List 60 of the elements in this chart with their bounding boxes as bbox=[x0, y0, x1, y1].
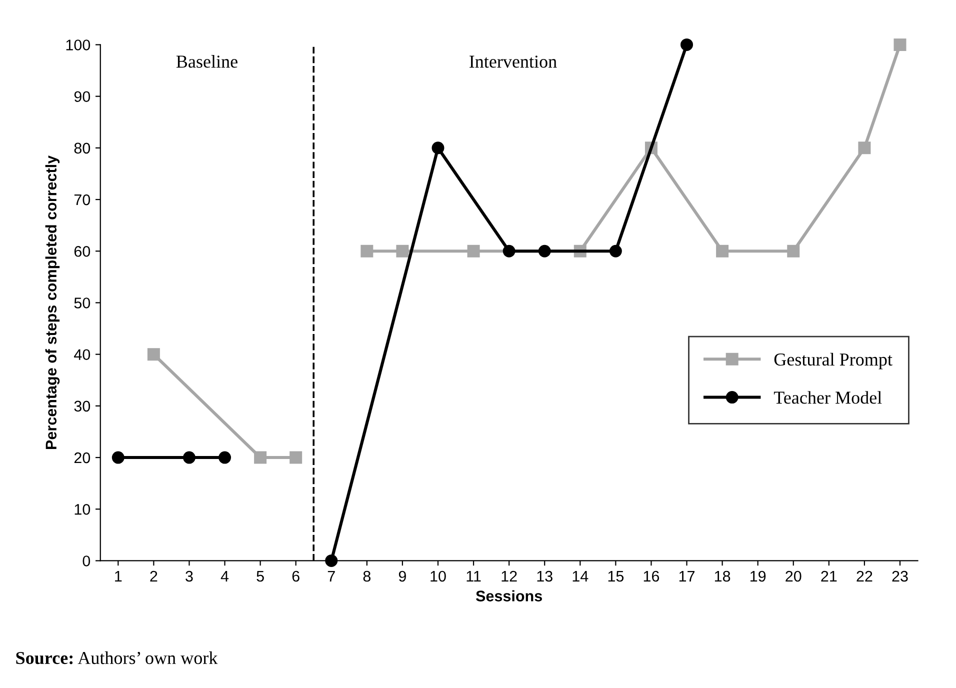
y-tick-label: 20 bbox=[74, 452, 90, 464]
x-tick-label: 21 bbox=[821, 570, 837, 582]
y-tick-label: 10 bbox=[74, 504, 90, 515]
legend-label: Gestural Prompt bbox=[774, 352, 892, 370]
point bbox=[502, 244, 516, 258]
point bbox=[325, 554, 338, 567]
x-tick-label: 23 bbox=[892, 570, 908, 582]
point bbox=[290, 451, 302, 464]
legend-label: Teacher Model bbox=[774, 391, 882, 404]
x-tick-label: 11 bbox=[466, 571, 481, 582]
x-tick-label: 13 bbox=[537, 570, 552, 582]
x-tick-label: 8 bbox=[363, 570, 370, 582]
y-tick-label: 50 bbox=[74, 298, 90, 308]
point bbox=[716, 244, 729, 258]
y-tick-label: 70 bbox=[74, 194, 90, 206]
point bbox=[147, 348, 160, 361]
annotation: Baseline bbox=[176, 55, 238, 68]
point bbox=[218, 451, 232, 464]
x-axis-title: Sessions bbox=[476, 590, 542, 602]
x-tick-label: 3 bbox=[186, 570, 193, 582]
point bbox=[112, 451, 124, 464]
x-tick-label: 5 bbox=[256, 571, 264, 582]
x-tick-label: 20 bbox=[786, 570, 802, 582]
x-tick-label: 17 bbox=[679, 571, 694, 582]
y-tick-label: 90 bbox=[74, 91, 90, 102]
x-tick-label: 18 bbox=[714, 570, 730, 582]
point bbox=[894, 38, 906, 51]
x-tick-label: 6 bbox=[292, 570, 300, 582]
x-tick-label: 2 bbox=[150, 570, 158, 582]
y-tick-label: 30 bbox=[74, 400, 90, 412]
x-tick-label: 15 bbox=[608, 571, 624, 582]
point bbox=[432, 142, 444, 154]
point bbox=[360, 244, 374, 258]
x-tick-label: 22 bbox=[856, 570, 872, 582]
y-tick-label: 0 bbox=[82, 556, 90, 566]
point bbox=[467, 244, 480, 258]
point bbox=[396, 244, 409, 258]
point bbox=[787, 244, 800, 258]
y-axis-title: Percentage of steps completed correctly bbox=[45, 155, 60, 449]
annotation: Intervention bbox=[470, 56, 557, 68]
source-note: Source: Authors’ own work bbox=[16, 651, 218, 664]
x-tick-label: 19 bbox=[750, 570, 766, 582]
point bbox=[858, 142, 871, 154]
y-tick-label: 40 bbox=[74, 349, 90, 360]
y-tick-label: 60 bbox=[74, 246, 90, 257]
x-tick-label: 7 bbox=[328, 571, 335, 582]
x-tick-label: 9 bbox=[398, 570, 406, 582]
y-tick-label: 80 bbox=[74, 142, 90, 154]
x-tick-label: 1 bbox=[115, 571, 122, 582]
point bbox=[538, 244, 551, 258]
x-tick-label: 4 bbox=[220, 571, 229, 582]
y-tick-label: 100 bbox=[66, 40, 90, 50]
point bbox=[182, 451, 196, 464]
x-tick-label: 14 bbox=[572, 571, 588, 582]
point bbox=[609, 244, 622, 258]
x-tick-label: 12 bbox=[502, 570, 517, 582]
point bbox=[680, 38, 694, 51]
x-tick-label: 10 bbox=[430, 570, 446, 582]
point bbox=[254, 451, 267, 464]
x-tick-label: 16 bbox=[644, 570, 660, 582]
